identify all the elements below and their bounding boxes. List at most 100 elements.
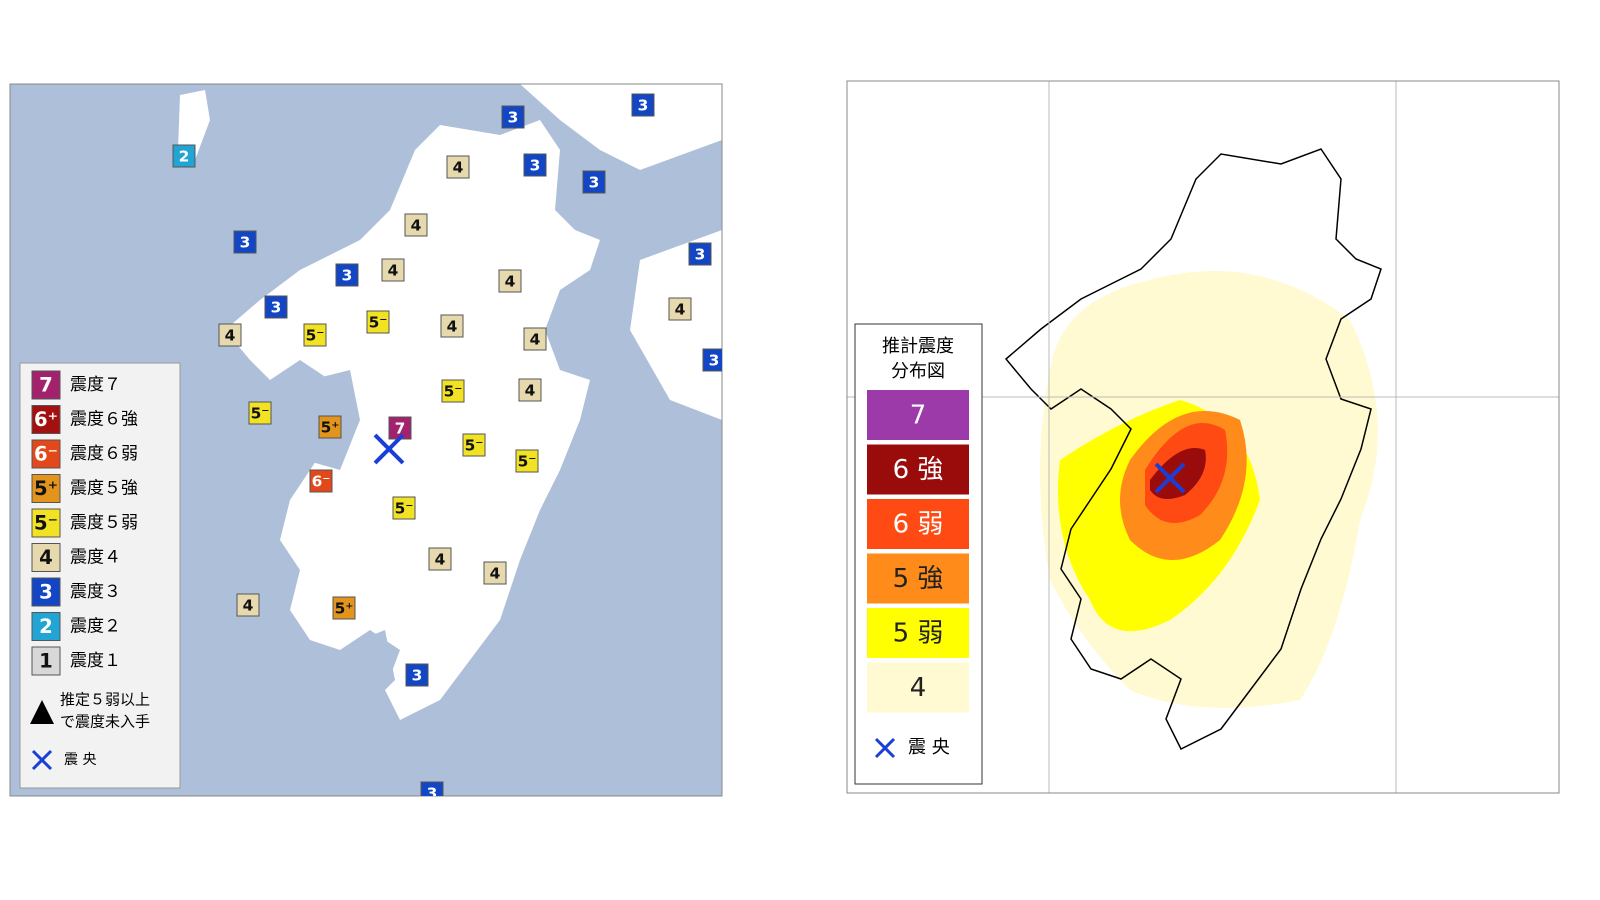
badge	[702, 348, 722, 372]
station: 5⁻	[441, 379, 465, 403]
badge	[31, 405, 61, 434]
land	[630, 230, 722, 420]
legend-label: 震度１	[70, 651, 121, 671]
badge-label: 3	[709, 352, 720, 370]
badge-label: 3	[427, 785, 438, 803]
badge	[462, 433, 486, 457]
badge-label: 3	[508, 109, 519, 127]
legend-label: 震度５弱	[70, 513, 138, 533]
legend-epicenter: 震 央	[908, 737, 950, 758]
legend-label: 震度３	[70, 582, 121, 602]
badge-label: 3	[412, 667, 423, 685]
legend-label: 5 強	[893, 564, 944, 594]
badge	[248, 401, 272, 425]
legend-swatch	[867, 499, 969, 549]
badge-label: 4	[525, 382, 536, 400]
station: 3	[702, 348, 722, 372]
badge-label: 7	[39, 374, 53, 397]
station: 3	[631, 93, 655, 117]
legend-note: 推定５弱以上	[60, 691, 150, 709]
epicenter-icon	[874, 737, 896, 759]
badge	[483, 561, 507, 585]
station: 5⁻	[392, 496, 416, 520]
badge-label: 3	[240, 234, 251, 252]
station: 4	[218, 323, 242, 347]
legend-title: 分布図	[891, 361, 945, 382]
badge-label: 5⁻	[465, 437, 484, 455]
badge	[264, 295, 288, 319]
station: 5⁻	[462, 433, 486, 457]
badge	[31, 577, 61, 607]
badge-label: 5⁻	[395, 500, 414, 518]
legend-swatch	[867, 444, 969, 495]
badge	[31, 370, 61, 400]
badge-label: 2	[179, 148, 190, 166]
badge	[582, 170, 606, 194]
badge	[428, 547, 452, 571]
badge	[381, 258, 405, 282]
station: 4	[498, 269, 522, 293]
legend-note: で震度未入手	[60, 713, 150, 731]
land	[520, 84, 722, 170]
badge	[236, 593, 260, 617]
badge-label: 5⁺	[321, 419, 340, 437]
badge	[440, 314, 464, 338]
badge	[523, 327, 547, 351]
legend-label: 震度６強	[70, 410, 138, 430]
legend-label: 震度２	[70, 617, 121, 637]
legend-label: 震度５強	[70, 479, 138, 499]
badge-label: 3	[589, 174, 600, 192]
badge	[518, 378, 542, 402]
station: 4	[236, 593, 260, 617]
badge	[441, 379, 465, 403]
station: 4	[446, 155, 470, 179]
station: 4	[440, 314, 464, 338]
station: 4	[668, 297, 692, 321]
badge-label: 1	[39, 650, 53, 673]
badge	[303, 323, 327, 347]
badge-label: 4	[411, 217, 422, 235]
station: 3	[233, 230, 257, 254]
badge	[332, 596, 356, 620]
badge-label: 4	[388, 262, 399, 280]
badge-label: 4	[453, 159, 464, 177]
badge	[31, 439, 61, 469]
badge-label: 5⁻	[518, 453, 537, 471]
badge-label: 3	[342, 267, 353, 285]
badge	[523, 153, 547, 177]
legend-label: 4	[910, 673, 927, 703]
station: 4	[483, 561, 507, 585]
legend-label: 5 弱	[893, 619, 944, 649]
station: 2	[172, 144, 196, 168]
badge-label: 4	[447, 318, 458, 336]
legend-label: 震度４	[70, 548, 121, 568]
station: 3	[688, 242, 712, 266]
legend-swatch	[867, 662, 969, 713]
badge-label: 7	[395, 420, 406, 438]
legend-label: 6 強	[893, 455, 944, 485]
bay	[360, 630, 395, 700]
badge	[31, 474, 61, 503]
epicenter-icon	[31, 749, 53, 771]
epicenter-mark	[1154, 462, 1186, 494]
badge-label: 4	[39, 546, 53, 569]
badge	[172, 144, 196, 168]
badge-label: 4	[225, 327, 236, 345]
badge	[498, 269, 522, 293]
station: 3	[523, 153, 547, 177]
station: 5⁻	[248, 401, 272, 425]
badge	[366, 310, 390, 334]
station: 5⁻	[366, 310, 390, 334]
legend-epicenter: 震 央	[64, 752, 96, 768]
station: 5⁺	[318, 415, 342, 439]
badge-label: 3	[530, 157, 541, 175]
station: 3	[420, 781, 444, 803]
badge-label: 5⁺	[335, 600, 354, 618]
badge	[335, 263, 359, 287]
legend-label: 震度７	[70, 375, 121, 395]
badge	[501, 105, 525, 129]
badge	[233, 230, 257, 254]
legend-swatch	[867, 553, 969, 604]
station: 3	[582, 170, 606, 194]
